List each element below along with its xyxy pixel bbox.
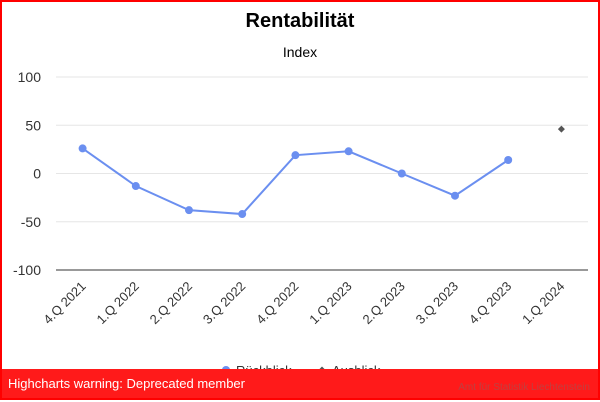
data-point — [344, 147, 353, 156]
warning-text: Highcharts warning: Deprecated member — [8, 376, 245, 391]
y-tick-label: -50 — [21, 214, 41, 230]
y-tick-label: 50 — [25, 117, 41, 133]
grid-layer — [56, 76, 588, 271]
x-tick-label: 4.Q 2021 — [40, 279, 88, 327]
x-tick-label: 2.Q 2022 — [147, 279, 195, 327]
x-axis-labels: 4.Q 2021 1.Q 2022 2.Q 2022 3.Q 2022 4.Q 2022… — [40, 279, 567, 327]
x-tick-label: 1.Q 2023 — [306, 279, 354, 327]
x-tick-label: 1.Q 2022 — [93, 279, 141, 327]
credits-link[interactable]: Amt für Statistik Liechtenstein — [458, 382, 590, 393]
x-tick-label: 2.Q 2023 — [359, 279, 407, 327]
data-point — [291, 151, 300, 160]
chart-subtitle: Index — [283, 44, 317, 60]
y-tick-label: 0 — [33, 166, 41, 182]
warning-bar: Highcharts warning: Deprecated member Am… — [2, 369, 598, 398]
x-tick-label: 1.Q 2024 — [519, 279, 567, 327]
data-point — [185, 206, 193, 215]
y-axis-labels: 100 50 0 -50 -100 — [13, 69, 41, 278]
x-tick-label: 3.Q 2023 — [413, 279, 461, 327]
y-tick-label: -100 — [13, 262, 41, 278]
data-point — [397, 169, 406, 178]
y-tick-label: 100 — [18, 69, 42, 85]
data-point — [504, 155, 513, 164]
data-point-diamond — [557, 125, 565, 133]
x-tick-label: 4.Q 2023 — [466, 279, 514, 327]
data-point — [451, 191, 459, 200]
x-tick-label: 3.Q 2022 — [200, 279, 248, 327]
x-tick-label: 4.Q 2022 — [253, 279, 301, 327]
data-point — [78, 144, 87, 153]
data-point — [131, 182, 140, 191]
data-point — [238, 210, 247, 219]
chart-title: Rentabilität — [246, 10, 355, 32]
series-layer — [78, 125, 565, 219]
